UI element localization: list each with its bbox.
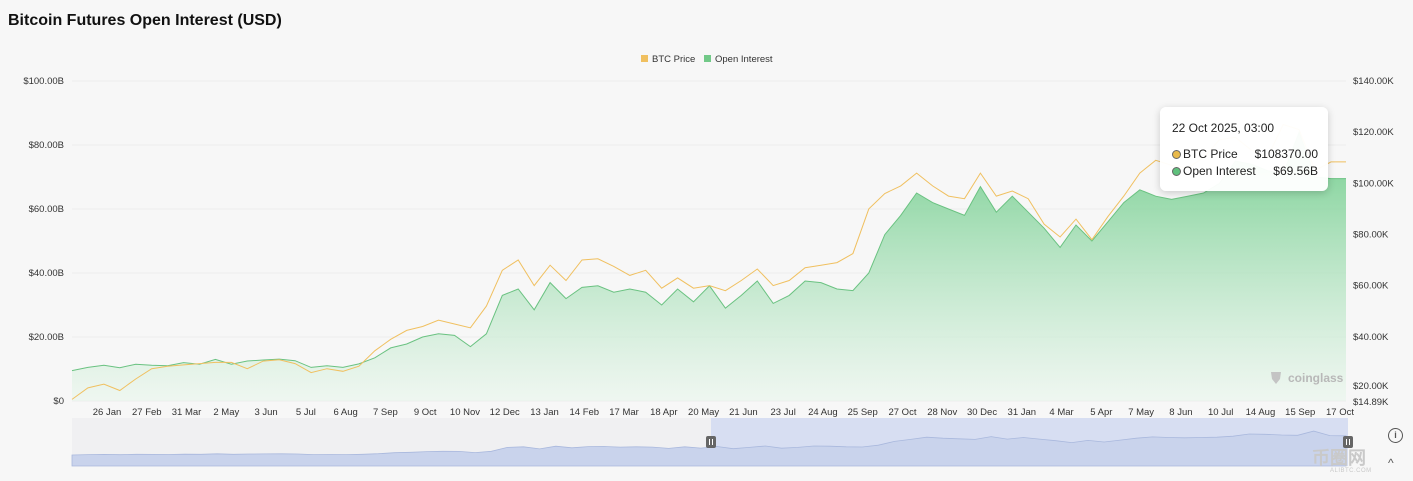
navigator-series xyxy=(71,430,1347,467)
x-tick-label: 24 Aug xyxy=(808,407,838,418)
tooltip-row-btc: BTC Price $108370.00 xyxy=(1172,147,1318,163)
navigator-handle-left[interactable] xyxy=(706,436,716,448)
corner-logo-sub: ALIBTC.COM xyxy=(1330,468,1372,474)
x-tick-label: 21 Jun xyxy=(729,407,758,418)
x-tick-label: 2 May xyxy=(213,407,239,418)
legend-label-oi: Open Interest xyxy=(715,54,773,65)
legend-swatch-oi xyxy=(704,55,711,62)
oi-dot-icon xyxy=(1172,167,1181,176)
x-tick-label: 30 Dec xyxy=(967,407,997,418)
y-right-tick-label: $80.00K xyxy=(1353,229,1389,240)
btc-dot-icon xyxy=(1172,150,1181,159)
y-right-tick-label: $60.00K xyxy=(1353,281,1389,292)
tooltip-time: 22 Oct 2025, 03:00 xyxy=(1172,121,1275,135)
x-tick-label: 25 Sep xyxy=(848,407,878,418)
x-tick-label: 5 Jul xyxy=(296,407,316,418)
legend-label-btc: BTC Price xyxy=(652,54,695,65)
x-tick-label: 31 Jan xyxy=(1008,407,1037,418)
page-title: Bitcoin Futures Open Interest (USD) xyxy=(8,12,282,29)
x-tick-label: 6 Aug xyxy=(333,407,357,418)
x-tick-label: 9 Oct xyxy=(414,407,437,418)
x-tick-label: 31 Mar xyxy=(172,407,202,418)
x-tick-label: 23 Jul xyxy=(770,407,795,418)
x-tick-label: 18 Apr xyxy=(650,407,677,418)
range-navigator[interactable] xyxy=(71,418,1353,467)
tooltip-label-btc: BTC Price xyxy=(1183,147,1238,161)
info-icon[interactable]: i xyxy=(1388,428,1403,443)
y-right-tick-label: $140.00K xyxy=(1353,76,1394,87)
x-tick-label: 10 Jul xyxy=(1208,407,1233,418)
x-tick-label: 26 Jan xyxy=(93,407,122,418)
x-tick-label: 7 Sep xyxy=(373,407,398,418)
btc-price-line xyxy=(71,123,1346,400)
x-tick-label: 5 Apr xyxy=(1090,407,1112,418)
y-right-tick-label: $14.89K xyxy=(1353,397,1389,408)
tooltip-value-btc: $108370.00 xyxy=(1254,147,1318,161)
x-tick-label: 13 Jan xyxy=(530,407,559,418)
hover-tooltip: 22 Oct 2025, 03:00 BTC Price $108370.00 … xyxy=(1160,107,1328,191)
tooltip-label-oi: Open Interest xyxy=(1183,164,1256,178)
x-tick-label: 10 Nov xyxy=(450,407,480,418)
x-tick-label: 14 Feb xyxy=(570,407,600,418)
y-right-tick-label: $40.00K xyxy=(1353,332,1389,343)
y-right-tick-label: $100.00K xyxy=(1353,178,1394,189)
x-tick-label: 3 Jun xyxy=(254,407,277,418)
x-tick-label: 17 Oct xyxy=(1326,407,1354,418)
y-right-tick-label: $120.00K xyxy=(1353,127,1394,138)
chevron-up-icon[interactable]: ^ xyxy=(1388,456,1394,470)
y-left-tick-label: $60.00B xyxy=(29,204,64,215)
open-interest-area xyxy=(72,132,1346,401)
y-left-tick-label: $100.00B xyxy=(23,76,64,87)
x-tick-label: 17 Mar xyxy=(609,407,639,418)
x-tick-label: 8 Jun xyxy=(1169,407,1192,418)
y-right-tick-label: $20.00K xyxy=(1353,381,1389,392)
legend-swatch-btc xyxy=(641,55,648,62)
x-tick-label: 15 Sep xyxy=(1285,407,1315,418)
x-tick-label: 7 May xyxy=(1128,407,1154,418)
tooltip-row-oi: Open Interest $69.56B xyxy=(1172,164,1318,180)
x-tick-label: 12 Dec xyxy=(490,407,520,418)
x-tick-label: 28 Nov xyxy=(927,407,957,418)
corner-logo: 币圈网 xyxy=(1312,448,1366,468)
y-left-tick-label: $80.00B xyxy=(29,140,64,151)
pause-handle-icon xyxy=(706,436,716,448)
watermark: coinglass xyxy=(1288,371,1344,385)
x-tick-label: 27 Feb xyxy=(132,407,162,418)
y-left-tick-label: $40.00B xyxy=(29,268,64,279)
x-tick-label: 27 Oct xyxy=(888,407,916,418)
x-tick-label: 14 Aug xyxy=(1246,407,1276,418)
y-left-tick-label: $0 xyxy=(53,396,64,407)
coinglass-logo-icon xyxy=(1271,372,1281,384)
pause-handle-icon xyxy=(1343,436,1353,448)
x-tick-label: 4 Mar xyxy=(1049,407,1073,418)
x-tick-label: 20 May xyxy=(688,407,719,418)
tooltip-value-oi: $69.56B xyxy=(1273,164,1318,178)
navigator-handle-right[interactable] xyxy=(1343,436,1353,448)
y-left-tick-label: $20.00B xyxy=(29,332,64,343)
